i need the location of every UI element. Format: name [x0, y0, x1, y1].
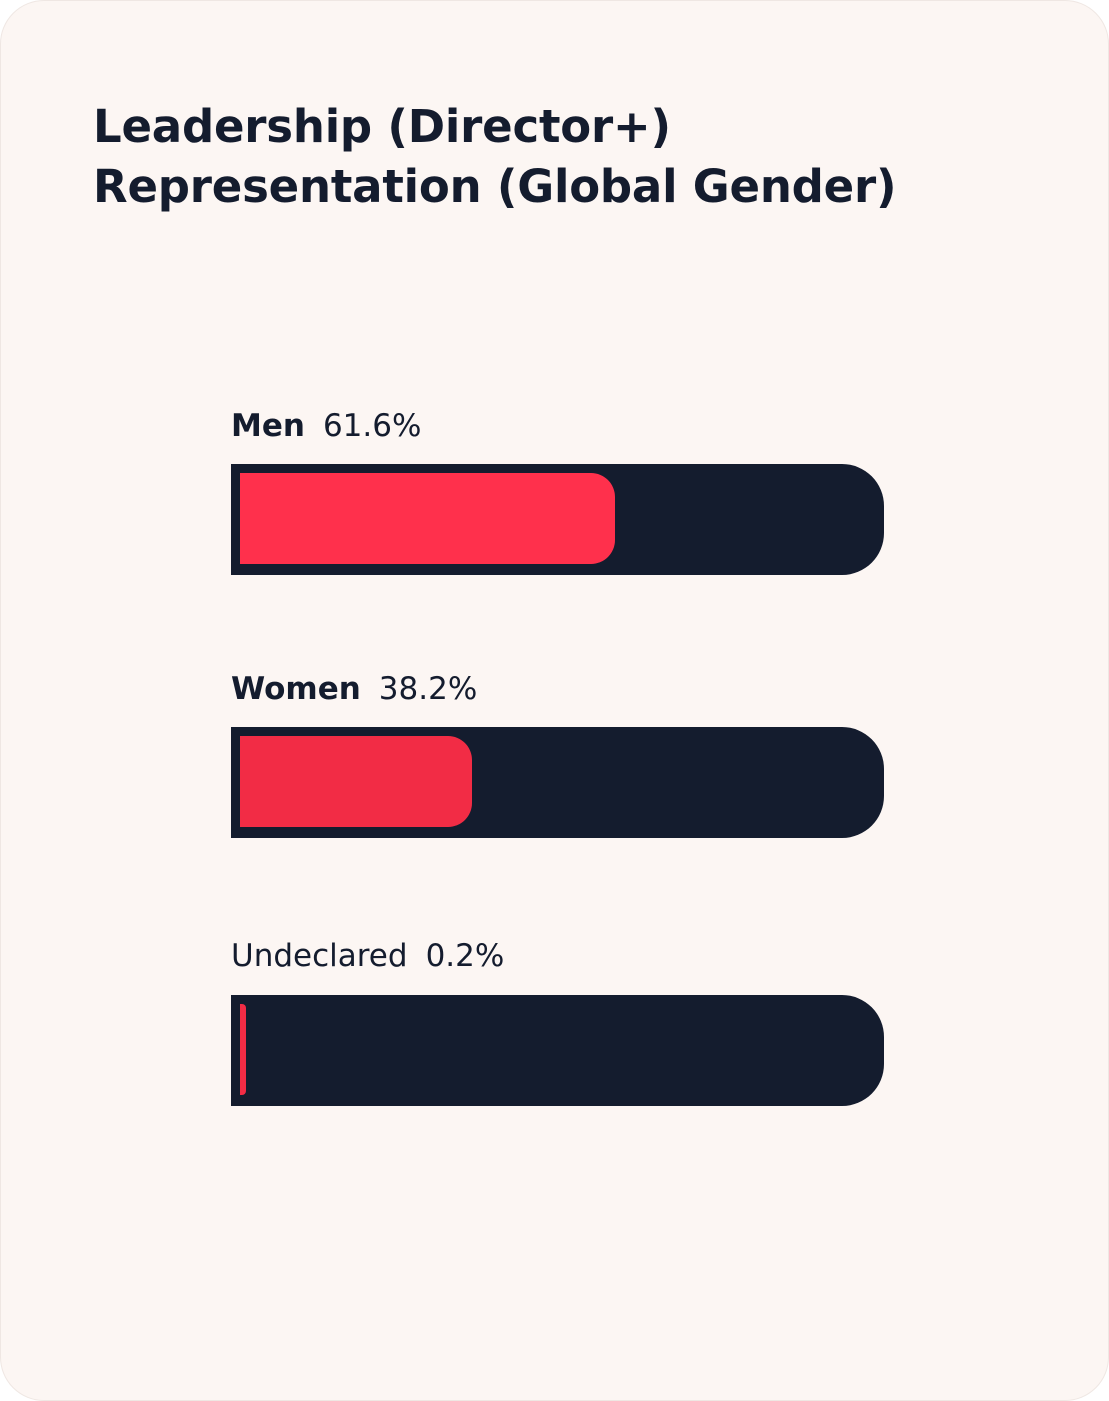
bar-undeclared	[240, 1004, 246, 1095]
chart-title: Leadership (Director+) Representation (G…	[93, 97, 897, 217]
chart-title-line-2: Representation (Global Gender)	[93, 160, 897, 213]
bar-label-undeclared: Undeclared 0.2%	[231, 936, 504, 976]
bar-track-undeclared	[231, 995, 884, 1106]
value-label: 0.2%	[425, 938, 505, 974]
bar-label-men: Men 61.6%	[231, 406, 421, 446]
value-label: 38.2%	[378, 671, 478, 707]
bar-track-men	[231, 464, 884, 575]
bar-track-women	[231, 727, 884, 838]
category-label: Men	[231, 408, 305, 444]
category-label: Undeclared	[231, 938, 408, 974]
bar-label-women: Women 38.2%	[231, 669, 477, 709]
chart-title-line-1: Leadership (Director+)	[93, 100, 671, 153]
category-label: Women	[231, 671, 361, 707]
bar-women	[240, 736, 473, 827]
bar-chart: Men 61.6% Women 38.2% Undeclared 0.2%	[231, 1, 891, 1400]
value-label: 61.6%	[322, 408, 422, 444]
bar-men	[240, 473, 615, 564]
